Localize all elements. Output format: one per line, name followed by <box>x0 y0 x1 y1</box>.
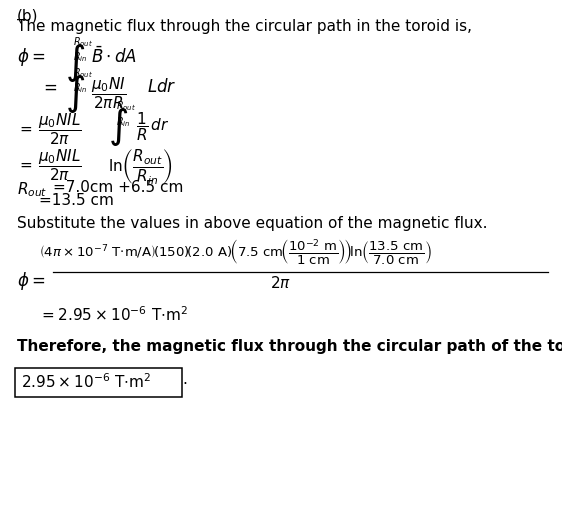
Text: $R_{in}$: $R_{in}$ <box>116 115 131 129</box>
Text: $R_{out}$: $R_{out}$ <box>73 66 93 79</box>
Text: $= 2.95\times10^{-6}\ \mathrm{T{\cdot}m^2}$: $= 2.95\times10^{-6}\ \mathrm{T{\cdot}m^… <box>39 305 188 324</box>
Text: $R_{out}$: $R_{out}$ <box>73 35 93 49</box>
Text: $\ln\!\left(\dfrac{R_{out}}{R_{in}}\right)$: $\ln\!\left(\dfrac{R_{out}}{R_{in}}\righ… <box>108 147 173 186</box>
Text: The magnetic flux through the circular path in the toroid is,: The magnetic flux through the circular p… <box>17 19 472 35</box>
Text: $R_{in}$: $R_{in}$ <box>73 50 88 64</box>
Text: $2\pi$: $2\pi$ <box>270 275 292 290</box>
Text: $\bar{B}\cdot dA$: $\bar{B}\cdot dA$ <box>91 46 137 67</box>
Text: (b): (b) <box>17 9 38 24</box>
Text: $\int$: $\int$ <box>65 73 85 115</box>
Text: $=$: $=$ <box>40 78 58 96</box>
Text: $\int$: $\int$ <box>108 106 128 148</box>
Text: $\phi =$: $\phi =$ <box>17 270 45 292</box>
Text: $R_{out}$: $R_{out}$ <box>17 180 47 199</box>
Text: $\dfrac{1}{R}\,dr$: $\dfrac{1}{R}\,dr$ <box>136 110 170 143</box>
Text: $\left(4\pi\times10^{-7}\ \mathrm{T{\cdot}m/A}\right)\!\left(150\right)\!\left(2: $\left(4\pi\times10^{-7}\ \mathrm{T{\cdo… <box>39 238 432 267</box>
FancyBboxPatch shape <box>15 368 182 397</box>
Text: $=\,\dfrac{\mu_0 NIL}{2\pi}$: $=\,\dfrac{\mu_0 NIL}{2\pi}$ <box>17 147 81 183</box>
Text: Therefore, the magnetic flux through the circular path of the toroid is: Therefore, the magnetic flux through the… <box>17 339 562 355</box>
Text: =13.5 cm: =13.5 cm <box>39 193 114 208</box>
Text: $=\,\dfrac{\mu_0 NIL}{2\pi}$: $=\,\dfrac{\mu_0 NIL}{2\pi}$ <box>17 111 81 147</box>
Text: $\phi =$: $\phi =$ <box>17 46 45 68</box>
Text: $Ldr$: $Ldr$ <box>147 78 177 96</box>
Text: $\dfrac{\mu_0 NI}{2\pi R}$: $\dfrac{\mu_0 NI}{2\pi R}$ <box>91 75 126 111</box>
Text: $R_{out}$: $R_{out}$ <box>116 99 137 113</box>
Text: =7.0cm +6.5 cm: =7.0cm +6.5 cm <box>53 180 183 195</box>
Text: $\int$: $\int$ <box>65 42 85 84</box>
Text: .: . <box>183 372 188 388</box>
Text: Substitute the values in above equation of the magnetic flux.: Substitute the values in above equation … <box>17 216 487 231</box>
Text: $R_{in}$: $R_{in}$ <box>73 82 88 95</box>
Text: $2.95\times10^{-6}\ \mathrm{T{\cdot}m^2}$: $2.95\times10^{-6}\ \mathrm{T{\cdot}m^2}… <box>21 372 152 391</box>
